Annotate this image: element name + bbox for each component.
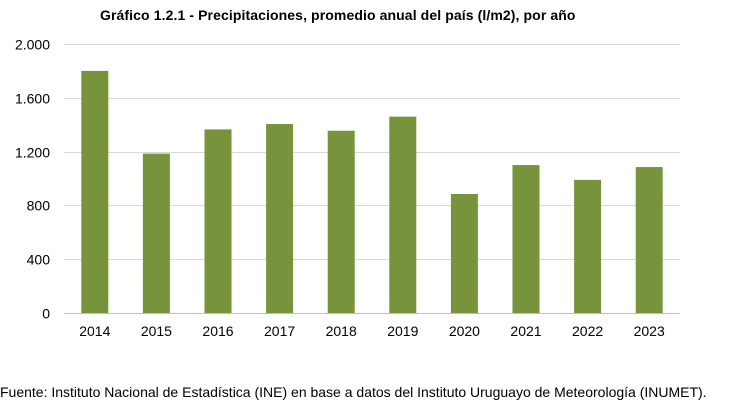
x-tick-label-2018: 2018 <box>326 323 357 339</box>
bar-2022 <box>574 179 602 313</box>
x-tick-label-2019: 2019 <box>387 323 418 339</box>
y-axis-tick-labels: 0 400 800 1.200 1.600 2.000 <box>15 37 50 322</box>
bar-2019 <box>389 116 417 313</box>
y-tick-label-400: 400 <box>27 252 51 268</box>
source-note: Fuente: Instituto Nacional de Estadístic… <box>0 384 707 400</box>
bar-2015 <box>142 153 170 313</box>
bar-2020 <box>450 193 478 313</box>
bar-2017 <box>266 124 294 313</box>
x-tick-label-2015: 2015 <box>141 323 172 339</box>
x-axis-tick-labels: 2014 2015 2016 2017 2018 2019 2020 2021 2022 2023 <box>79 323 665 339</box>
x-tick-label-2023: 2023 <box>634 323 665 339</box>
x-tick-label-2014: 2014 <box>79 323 110 339</box>
y-tick-label-1600: 1.600 <box>15 91 50 107</box>
bar-2023 <box>635 167 663 313</box>
x-tick-label-2016: 2016 <box>202 323 233 339</box>
chart-title: Gráfico 1.2.1 - Precipitaciones, promedi… <box>100 7 576 23</box>
y-tick-label-1200: 1.200 <box>15 145 50 161</box>
y-tick-label-0: 0 <box>42 306 50 322</box>
bar-2021 <box>512 165 540 313</box>
bar-2018 <box>327 130 355 313</box>
x-tick-label-2017: 2017 <box>264 323 295 339</box>
x-tick-label-2020: 2020 <box>449 323 480 339</box>
bar-2016 <box>204 129 232 313</box>
y-tick-label-800: 800 <box>27 198 51 214</box>
bars <box>81 70 663 314</box>
y-tick-label-2000: 2.000 <box>15 37 50 53</box>
bar-2014 <box>81 70 109 314</box>
x-tick-label-2021: 2021 <box>510 323 541 339</box>
x-tick-label-2022: 2022 <box>572 323 603 339</box>
